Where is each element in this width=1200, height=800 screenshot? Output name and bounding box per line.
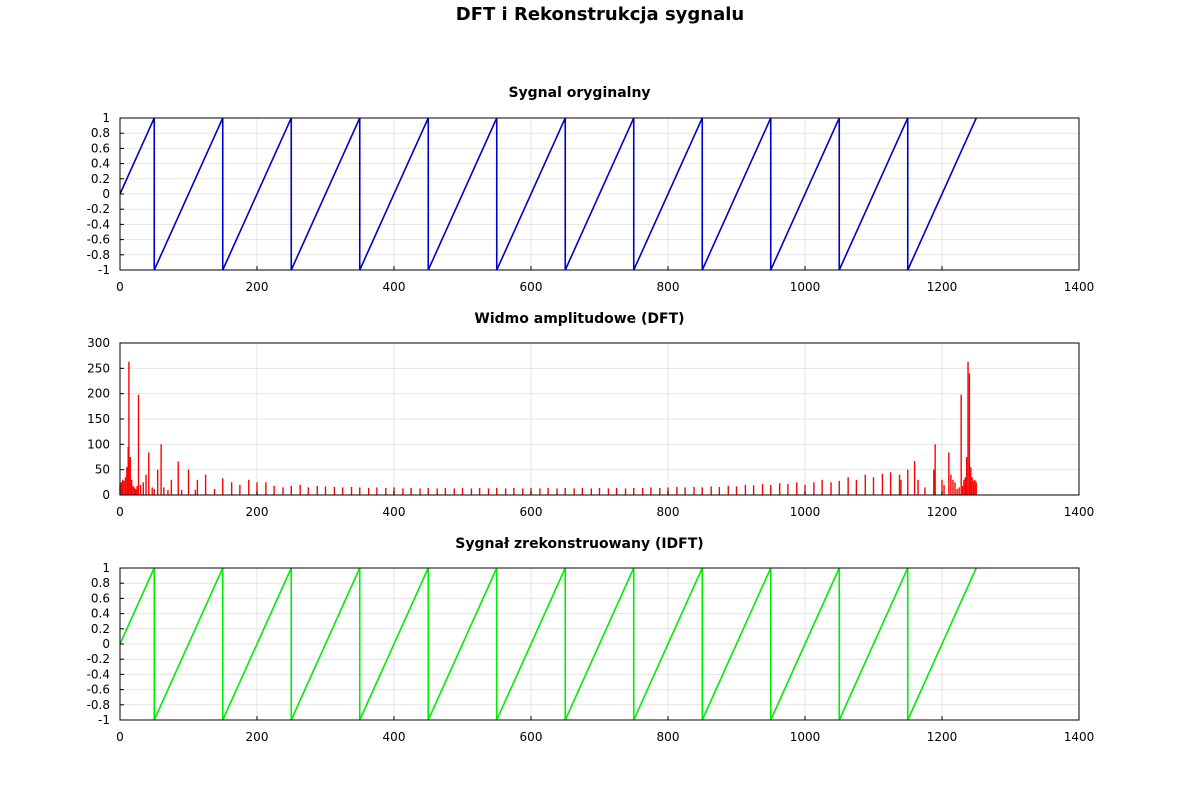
y-tick-label: -0.8	[87, 248, 110, 262]
x-tick-label: 1200	[927, 505, 958, 519]
y-tick-label: -0.2	[87, 652, 110, 666]
plot-title: Widmo amplitudowe (DFT)	[474, 311, 684, 327]
x-tick-label: 800	[657, 505, 680, 519]
y-tick-label: 50	[95, 463, 110, 477]
x-tick-label: 1200	[927, 280, 958, 294]
series-line	[119, 117, 977, 271]
y-tick-label: 300	[87, 336, 110, 350]
y-tick-label: 0.8	[91, 126, 110, 140]
y-tick-label: -0.4	[87, 217, 110, 231]
x-tick-label: 1200	[927, 730, 958, 744]
x-tick-label: 600	[520, 730, 543, 744]
x-tick-label: 800	[657, 730, 680, 744]
x-tick-label: 600	[520, 505, 543, 519]
series-line	[119, 567, 977, 721]
y-tick-label: -0.6	[87, 233, 110, 247]
plot-amplitude-spectrum: Widmo amplitudowe (DFT)0 200 400 600 800 1000…	[87, 311, 1094, 519]
x-tick-label: 400	[383, 730, 406, 744]
y-tick-label: 0.4	[91, 157, 110, 171]
x-tick-label: 1400	[1064, 280, 1095, 294]
x-tick-label: 1000	[790, 280, 821, 294]
y-tick-label: -0.6	[87, 683, 110, 697]
y-tick-label: 200	[87, 387, 110, 401]
x-tick-label: 800	[657, 280, 680, 294]
y-tick-label: -0.4	[87, 667, 110, 681]
plot-reconstructed-signal: Sygnał zrekonstruowany (IDFT) 0 200 400 600 8…	[87, 536, 1095, 744]
y-tick-label: 1	[102, 561, 110, 575]
x-tick-label: 1400	[1064, 730, 1095, 744]
y-tick-label: -0.2	[87, 202, 110, 216]
x-tick-label: 200	[246, 730, 269, 744]
y-tick-label: 0.6	[91, 141, 110, 155]
x-tick-label: 600	[520, 280, 543, 294]
x-tick-label: 400	[383, 505, 406, 519]
y-tick-label: 0.2	[91, 172, 110, 186]
y-tick-label: 0.8	[91, 576, 110, 590]
x-tick-label: 1400	[1064, 505, 1095, 519]
plot-original-signal: Sygnal oryginalny 0 200 400 600 800 1000 1200 14…	[87, 85, 1095, 294]
x-tick-label: 0	[116, 730, 124, 744]
y-tick-label: -1	[98, 713, 110, 727]
y-tick-label: 250	[87, 361, 110, 375]
main-title: DFT i Rekonstrukcja sygnalu	[455, 4, 745, 25]
plot-title: Sygnał zrekonstruowany (IDFT)	[455, 536, 703, 552]
x-tick-label: 400	[383, 280, 406, 294]
y-tick-label: 0.4	[91, 607, 110, 621]
y-tick-label: 1	[102, 111, 110, 125]
y-tick-label: 0.2	[91, 622, 110, 636]
y-tick-label: 0.6	[91, 591, 110, 605]
plot-title: Sygnal oryginalny	[508, 85, 650, 101]
y-tick-label: 0	[102, 488, 110, 502]
y-tick-label: -0.8	[87, 698, 110, 712]
y-tick-label: 150	[87, 412, 110, 426]
x-tick-label: 1000	[790, 730, 821, 744]
y-tick-label: 0	[102, 187, 110, 201]
x-tick-label: 200	[246, 505, 269, 519]
x-tick-label: 1000	[790, 505, 821, 519]
x-tick-label: 200	[246, 280, 269, 294]
y-tick-label: 0	[102, 637, 110, 651]
x-tick-label: 0	[116, 505, 124, 519]
y-tick-label: -1	[98, 263, 110, 277]
x-tick-label: 0	[116, 280, 124, 294]
y-tick-label: 100	[87, 437, 110, 451]
